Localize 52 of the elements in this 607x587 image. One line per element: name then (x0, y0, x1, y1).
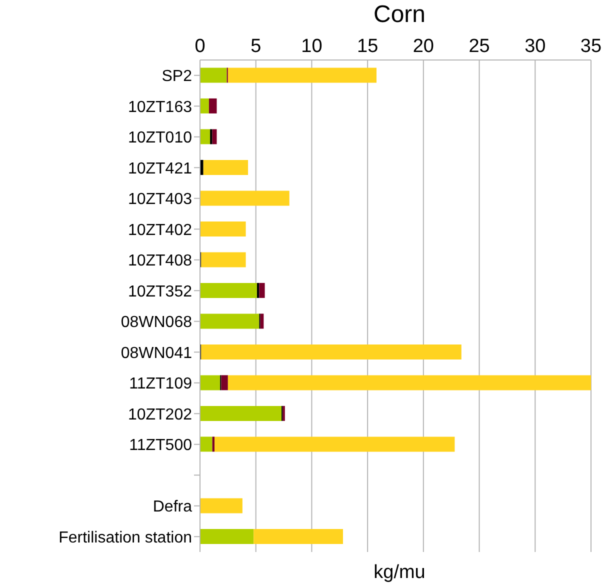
bar (200, 375, 220, 390)
y-tick-label: 08WN068 (120, 314, 192, 332)
x-tick-label: 0 (194, 36, 206, 57)
bar (228, 68, 377, 83)
bar (212, 436, 215, 452)
bar (200, 406, 282, 421)
bar (200, 68, 227, 83)
bar (256, 282, 260, 298)
y-tick-label: Fertilisation station (58, 529, 192, 546)
y-tick-label: 08WN041 (120, 344, 192, 362)
bar (200, 129, 210, 144)
y-tick-label: 10ZT352 (128, 283, 192, 300)
y-tick-label: 10ZT202 (128, 406, 192, 424)
x-tick-label: 20 (412, 36, 434, 57)
bar (200, 221, 246, 236)
x-tick-label: 30 (524, 36, 546, 57)
bar (208, 98, 217, 114)
bar (228, 375, 591, 390)
bar (200, 528, 254, 544)
bar (214, 436, 455, 452)
bar (201, 344, 462, 360)
bar (200, 98, 209, 114)
bar (260, 314, 264, 329)
bar (221, 375, 228, 390)
y-tick-label: 10ZT010 (128, 130, 192, 147)
x-tick-label: 15 (357, 36, 378, 57)
bar (200, 436, 212, 452)
y-tick-label: 10ZT421 (128, 160, 192, 178)
y-tick-label: 11ZT500 (129, 437, 192, 454)
bar (200, 190, 290, 206)
y-tick-label: 11ZT109 (129, 376, 192, 393)
chart-title: Corn (372, 0, 427, 30)
y-tick-label: Defra (152, 498, 192, 516)
y-tick-label: SP2 (162, 68, 192, 86)
bar (254, 528, 343, 544)
bar (200, 498, 242, 514)
bar (201, 252, 246, 268)
bar (200, 314, 260, 329)
bar (259, 282, 265, 298)
x-axis-title: kg/mu (372, 562, 426, 584)
bar (200, 160, 204, 175)
y-tick-label: 10ZT408 (128, 252, 192, 270)
x-tick-label: 5 (250, 36, 262, 57)
y-tick-label: 10ZT163 (128, 98, 192, 116)
y-tick-label: 10ZT403 (128, 191, 192, 208)
bar (200, 282, 257, 298)
bar (212, 129, 217, 144)
x-tick-label: 35 (580, 36, 602, 57)
x-tick-label: 10 (301, 36, 322, 57)
bar (203, 160, 248, 175)
y-tick-label: 10ZT402 (128, 222, 192, 239)
x-tick-label: 25 (468, 36, 490, 57)
